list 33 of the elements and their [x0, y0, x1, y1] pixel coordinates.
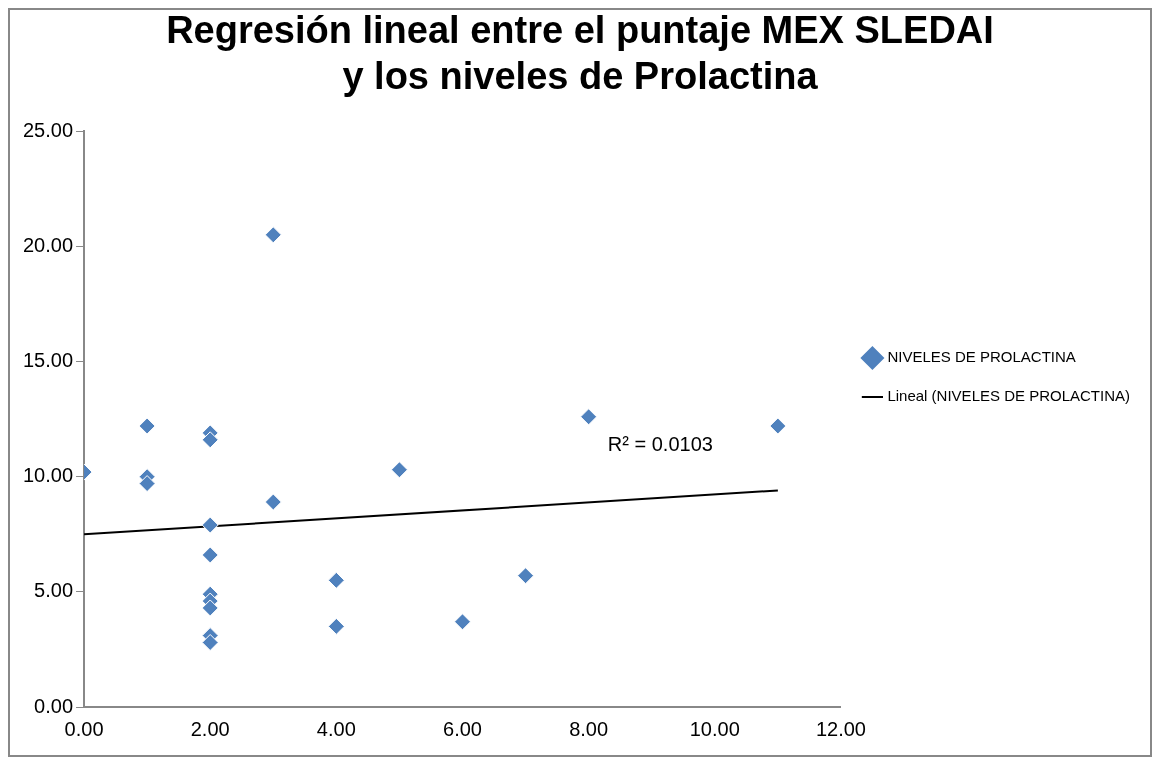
- point: [327, 571, 345, 589]
- annotation: R² = 0.0103: [607, 433, 713, 456]
- y-tick-label: 20.00: [22, 233, 74, 256]
- x-tick-label: 12.00: [815, 717, 866, 740]
- point: [264, 493, 282, 511]
- point: [517, 567, 535, 585]
- point: [453, 613, 471, 631]
- x-tick-label: 6.00: [443, 717, 482, 740]
- point: [390, 461, 408, 479]
- x-tick-label: 8.00: [569, 717, 609, 740]
- point: [201, 516, 219, 534]
- point: [138, 475, 156, 493]
- y-tick-label: 0.00: [34, 694, 74, 717]
- x-tick-label: 0.00: [64, 717, 104, 740]
- y-tick-label: 5.00: [34, 579, 74, 602]
- x-tick-label: 10.00: [689, 717, 740, 740]
- point: [201, 599, 219, 617]
- point: [769, 417, 787, 435]
- point: [201, 634, 219, 652]
- point: [201, 431, 219, 449]
- x-tick-label: 4.00: [316, 717, 356, 740]
- chart-title: Regresión lineal entre el puntaje MEX SLEDAI y los niveles de Prolactina: [166, 9, 994, 97]
- legend-label: Lineal (NIVELES DE PROLACTINA): [887, 387, 1130, 405]
- y-tick-label: 25.00: [22, 118, 74, 141]
- point: [580, 408, 598, 426]
- point: [264, 226, 282, 244]
- point: [138, 417, 156, 435]
- y-tick-label: 10.00: [22, 464, 74, 487]
- y-tick-label: 15.00: [22, 349, 74, 372]
- x-tick-label: 2.00: [190, 717, 230, 740]
- legend-label: NIVELES DE PROLACTINA: [887, 348, 1076, 366]
- point: [201, 546, 219, 564]
- point: [327, 617, 345, 635]
